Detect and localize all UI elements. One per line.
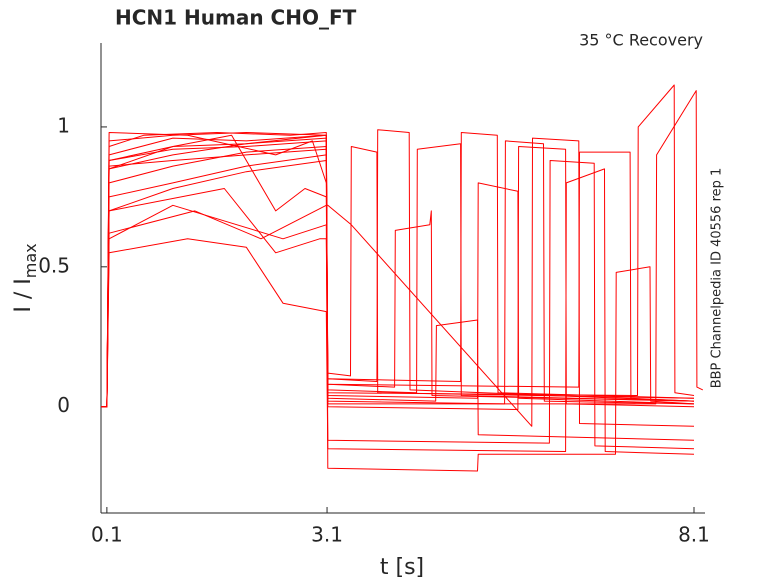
- y-tick-label: 0: [57, 393, 70, 417]
- x-tick-label: 8.1: [678, 523, 710, 547]
- x-tick-label: 0.1: [91, 523, 123, 547]
- y-axis-label-sub: max: [21, 243, 40, 278]
- chart-subtitle: 35 °C Recovery: [579, 31, 703, 50]
- x-tick-label: 3.1: [311, 523, 343, 547]
- trace: [101, 137, 695, 427]
- y-tick-label: 0.5: [38, 253, 70, 277]
- trace: [101, 168, 695, 455]
- y-axis-label-main: I / I: [11, 278, 36, 312]
- x-axis-label: t [s]: [380, 555, 424, 580]
- chart-title: HCN1 Human CHO_FT: [115, 6, 357, 30]
- y-axis-label: I / Imax: [11, 243, 40, 312]
- y-tick-label: 1: [57, 113, 70, 137]
- trace: [101, 90, 704, 408]
- side-note: BBP Channelpedia ID 40556 rep 1: [710, 168, 725, 389]
- trace: [101, 132, 695, 472]
